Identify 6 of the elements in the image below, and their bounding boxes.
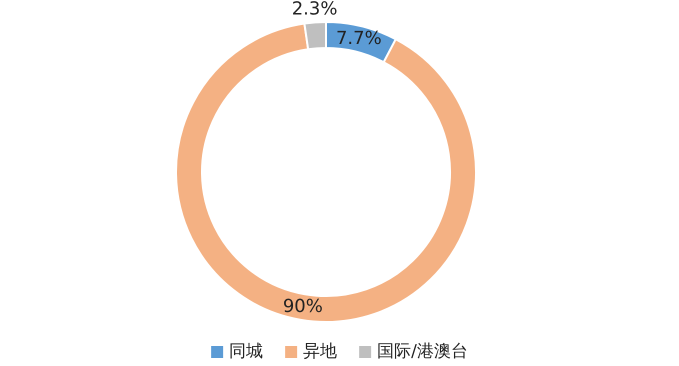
data-label: 2.3% <box>292 0 338 20</box>
data-label: 7.7% <box>336 28 382 49</box>
legend-label: 异地 <box>303 342 338 362</box>
data-label: 90% <box>282 296 323 317</box>
legend-label: 同城 <box>229 342 264 362</box>
legend-label: 国际/港澳台 <box>377 342 468 362</box>
